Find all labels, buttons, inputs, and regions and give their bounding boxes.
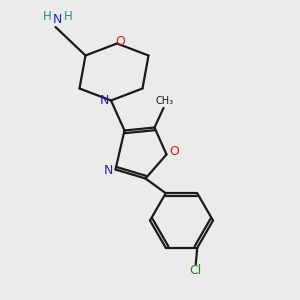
Text: N: N — [100, 94, 109, 107]
Text: N: N — [104, 164, 114, 178]
Text: H: H — [43, 10, 52, 23]
Text: N: N — [53, 13, 63, 26]
Text: CH₃: CH₃ — [156, 96, 174, 106]
Text: O: O — [116, 35, 125, 49]
Text: H: H — [64, 10, 73, 23]
Text: O: O — [169, 145, 179, 158]
Text: Cl: Cl — [190, 264, 202, 278]
